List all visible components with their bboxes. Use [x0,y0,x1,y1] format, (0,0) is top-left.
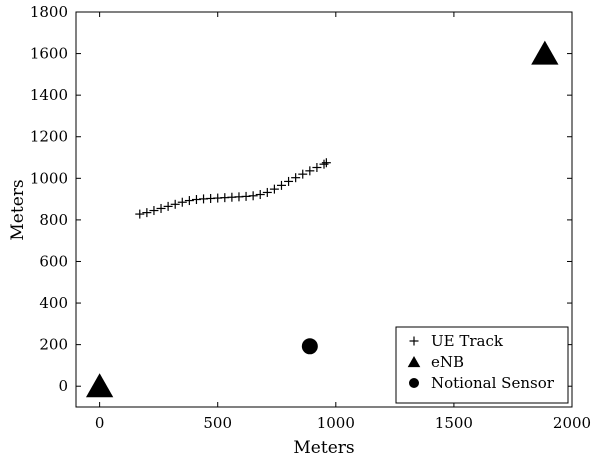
y-tick-label: 1800 [30,3,68,21]
y-tick-label: 1200 [30,128,68,146]
series-enb [85,40,559,398]
y-tick-label: 1600 [30,45,68,63]
series-ue-track [135,158,331,219]
legend-items: UE Track eNB Notional Sensor [407,332,555,392]
legend: UE Track eNB Notional Sensor [395,326,569,404]
data-point [321,158,331,168]
y-tick-label: 800 [39,211,68,229]
data-point [156,203,166,213]
data-point [276,180,286,190]
x-axis: 0 500 1000 1500 2000 [95,12,591,432]
series-layer [85,40,559,398]
x-tick-label: 2000 [553,414,591,432]
legend-box [395,326,569,404]
data-point [284,176,294,186]
data-point [312,163,322,173]
y-axis: 0 200 400 600 800 1000 1200 1400 1600 1800 [30,3,572,395]
data-point [531,40,559,65]
legend-marker [407,356,421,368]
data-point [291,173,301,183]
y-tick-label: 600 [39,252,68,270]
data-point [170,199,180,209]
data-point [184,196,194,206]
data-point [301,338,318,355]
data-point [305,166,315,176]
y-axis-title: Meters [8,179,28,240]
data-point [319,159,329,169]
y-tick-label: 1400 [30,86,68,104]
x-tick-label: 500 [203,414,232,432]
data-point [255,190,265,200]
x-tick-label: 1000 [317,414,355,432]
legend-marker [409,378,419,388]
data-point [85,373,114,398]
x-axis-title: Meters [293,438,354,458]
y-tick-label: 0 [58,377,68,395]
data-point [163,201,173,211]
legend-marker [409,336,419,346]
data-point [191,195,201,205]
data-point [142,208,152,218]
data-point [241,191,251,201]
legend-label: eNB [431,353,464,371]
data-point [177,197,187,207]
data-point [149,206,159,216]
data-point [248,191,258,201]
series-notional-sensor [301,338,318,355]
data-point [135,209,145,219]
y-tick-label: 200 [39,336,68,354]
y-tick-label: 1000 [30,169,68,187]
x-tick-label: 1500 [435,414,473,432]
data-point [262,187,272,197]
legend-label: Notional Sensor [431,374,555,392]
x-tick-label: 0 [95,414,105,432]
y-tick-label: 400 [39,294,68,312]
data-point [269,184,279,194]
legend-label: UE Track [431,332,504,350]
data-point [298,169,308,179]
